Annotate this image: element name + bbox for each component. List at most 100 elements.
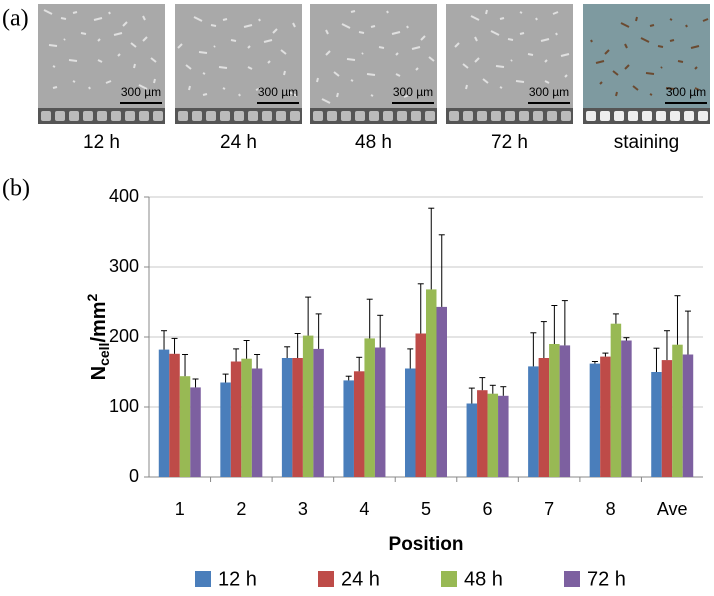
cell (510, 59, 513, 62)
cell (519, 11, 523, 14)
y-tick-label: 200 (109, 326, 139, 346)
channel (561, 111, 571, 121)
bar (281, 358, 293, 477)
cell (474, 36, 478, 42)
bar (241, 358, 252, 477)
cell (420, 35, 426, 41)
cell (544, 59, 548, 63)
bar (589, 363, 601, 477)
cell (590, 39, 593, 43)
cell (108, 11, 111, 15)
bar (436, 306, 447, 477)
channel (533, 111, 543, 121)
cell (72, 11, 78, 14)
micrograph-row: 300 µm 12 h 300 µm 24 h 300 µm 48 h 300 µm 72 h… (38, 4, 710, 153)
cell (341, 23, 351, 29)
cell (48, 44, 58, 47)
bar (498, 395, 509, 477)
cell (378, 46, 385, 49)
cell (80, 32, 87, 35)
cell (428, 56, 435, 62)
scale-bar-label: 300 µm (529, 85, 569, 99)
cell (185, 64, 192, 70)
cell (188, 85, 191, 91)
bar (220, 382, 231, 477)
bar (405, 368, 416, 477)
channel (192, 111, 202, 121)
channel (656, 111, 666, 121)
scale-bar-label: 300 µm (121, 85, 161, 99)
cell (615, 91, 618, 97)
channel (206, 111, 216, 121)
cell (694, 66, 698, 70)
x-tick-label: 4 (359, 499, 369, 519)
bar (190, 387, 201, 477)
cell (105, 80, 112, 84)
bar (559, 345, 571, 477)
bar (426, 289, 437, 477)
cell (243, 24, 253, 28)
cell (122, 21, 128, 27)
x-axis-title: Position (389, 534, 464, 555)
channel (449, 111, 459, 121)
bar (651, 372, 662, 477)
scale-bar-label: 300 µm (393, 85, 433, 99)
cell (63, 38, 66, 41)
legend-label: 24 h (341, 568, 380, 590)
channel (628, 111, 638, 121)
cell (485, 9, 488, 15)
y-title-part: 2 (84, 293, 100, 301)
cell (657, 45, 664, 48)
x-tick-label: 8 (606, 499, 616, 519)
bar (302, 335, 314, 477)
cell (527, 53, 534, 56)
cell (321, 98, 331, 104)
cell (454, 42, 460, 48)
cell (346, 58, 356, 61)
cell (138, 84, 148, 90)
channel (97, 111, 107, 121)
channel (586, 111, 596, 121)
cell (52, 86, 58, 89)
cell (555, 32, 558, 36)
cell (669, 39, 675, 42)
legend-swatch (564, 571, 580, 587)
cell (283, 70, 286, 76)
cell (255, 87, 262, 91)
cell (60, 17, 67, 20)
cell (336, 92, 339, 98)
cell (403, 94, 410, 98)
bar (364, 338, 375, 477)
cell (230, 39, 237, 42)
bar (528, 366, 539, 477)
channel (491, 111, 501, 121)
micrograph (310, 4, 437, 108)
legend-swatch (318, 571, 334, 587)
y-tick-label: 300 (109, 256, 139, 276)
cell (280, 49, 287, 55)
cell (68, 59, 78, 62)
image-caption: 24 h (220, 132, 257, 153)
cell (624, 43, 628, 49)
cell (247, 66, 253, 70)
channel (111, 111, 121, 121)
cell (599, 81, 603, 85)
cell (552, 11, 559, 15)
channel (397, 111, 407, 121)
cell (97, 59, 103, 63)
cell (470, 15, 480, 21)
legend-swatch (195, 571, 211, 587)
cell (685, 24, 688, 28)
channel (290, 111, 300, 121)
channel (698, 111, 708, 121)
cell (515, 80, 525, 83)
cell (316, 77, 319, 83)
y-title-part: /mm (88, 301, 110, 342)
y-title-part: cell (96, 343, 112, 366)
cell (238, 93, 241, 97)
channel (69, 111, 79, 121)
y-tick-label: 100 (109, 396, 139, 416)
x-tick-label: 1 (175, 499, 185, 519)
bar (610, 323, 622, 477)
